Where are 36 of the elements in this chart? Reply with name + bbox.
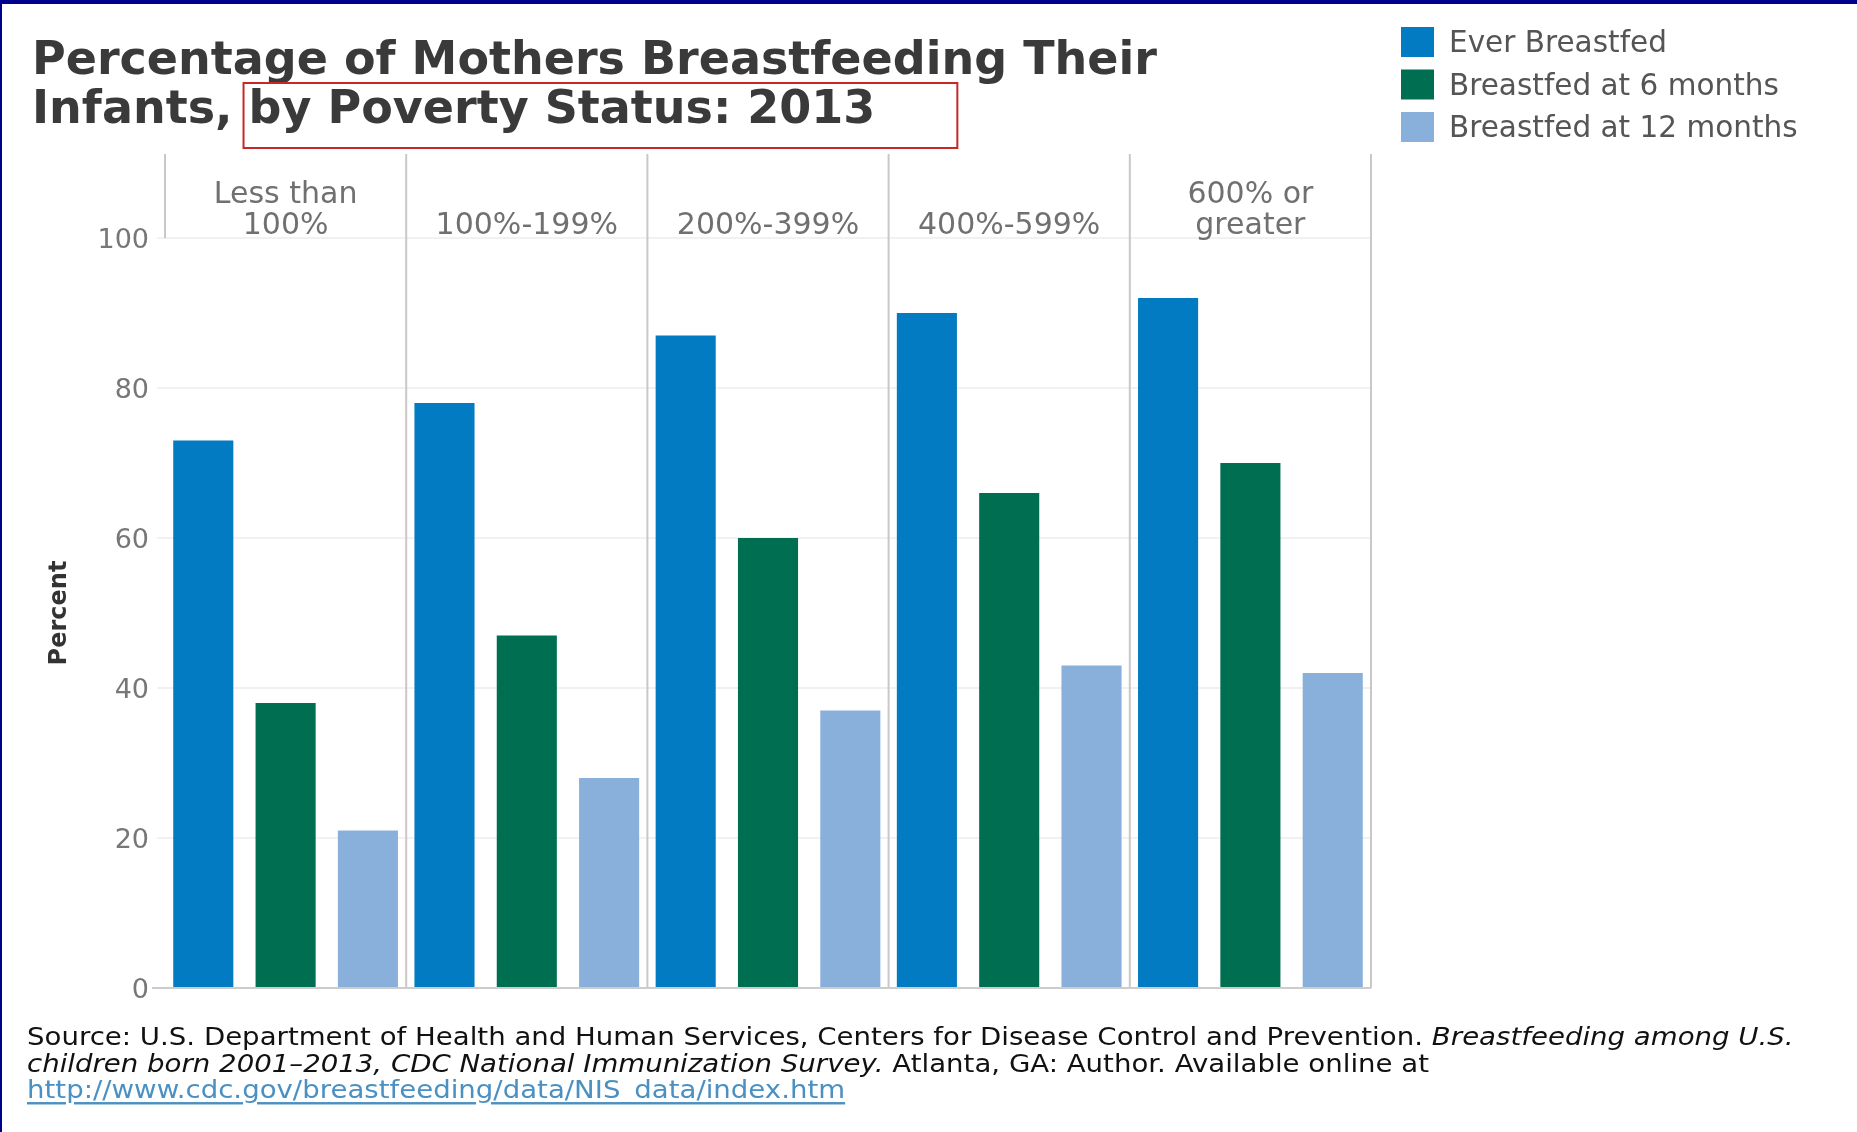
legend-label: Ever Breastfed [1449,25,1667,59]
bar [337,830,398,988]
text: Atlanta, GA: Author. Available online at [892,1049,1430,1078]
bar [979,493,1040,988]
y-tick-label: 20 [114,822,149,854]
bar [820,710,881,988]
bar [173,440,234,988]
bar [1138,298,1199,988]
x-tick-label: 200%-399% [676,205,860,241]
bar [1220,463,1281,988]
y-tick-label: 60 [114,522,149,554]
bar [255,703,316,988]
source-note: Source: U.S. Department of Health and Human Services, Centers for Disease Control and Prevention. [27,1023,1423,1051]
text: http://www.cdc.gov/breastfeeding/data/NIS_data/index.htm [27,1076,846,1104]
y-tick-label: 100 [97,222,149,254]
x-tick-label: 400%-599% [918,205,1101,241]
y-axis-title: Percent [44,560,72,666]
text: Breastfeeding among U.S. [1431,1023,1794,1051]
bar [737,538,799,988]
legend-label: Breastfed at 12 months [1449,110,1798,144]
x-tick-label: Less than 100% [213,174,358,241]
bar [414,403,475,988]
chart-title: Percentage of Mothers Breastfeeding Their Infants, by Poverty Status: 2013 [32,31,1158,134]
y-tick-label: 40 [114,672,149,704]
legend-label: Breastfed at 6 months [1449,67,1779,102]
bar [655,335,716,988]
bar [1302,673,1363,988]
bar [1061,665,1122,988]
bar [896,313,957,988]
bar [496,635,557,988]
y-tick-label: 80 [114,372,149,404]
y-tick-label: 0 [131,972,149,1004]
x-tick-label: 600% or greater [1187,174,1315,241]
text: children born 2001–2013, CDC National Immunization Survey. [27,1049,884,1078]
bar [579,778,640,988]
x-tick-label: 100%-199% [435,205,618,241]
